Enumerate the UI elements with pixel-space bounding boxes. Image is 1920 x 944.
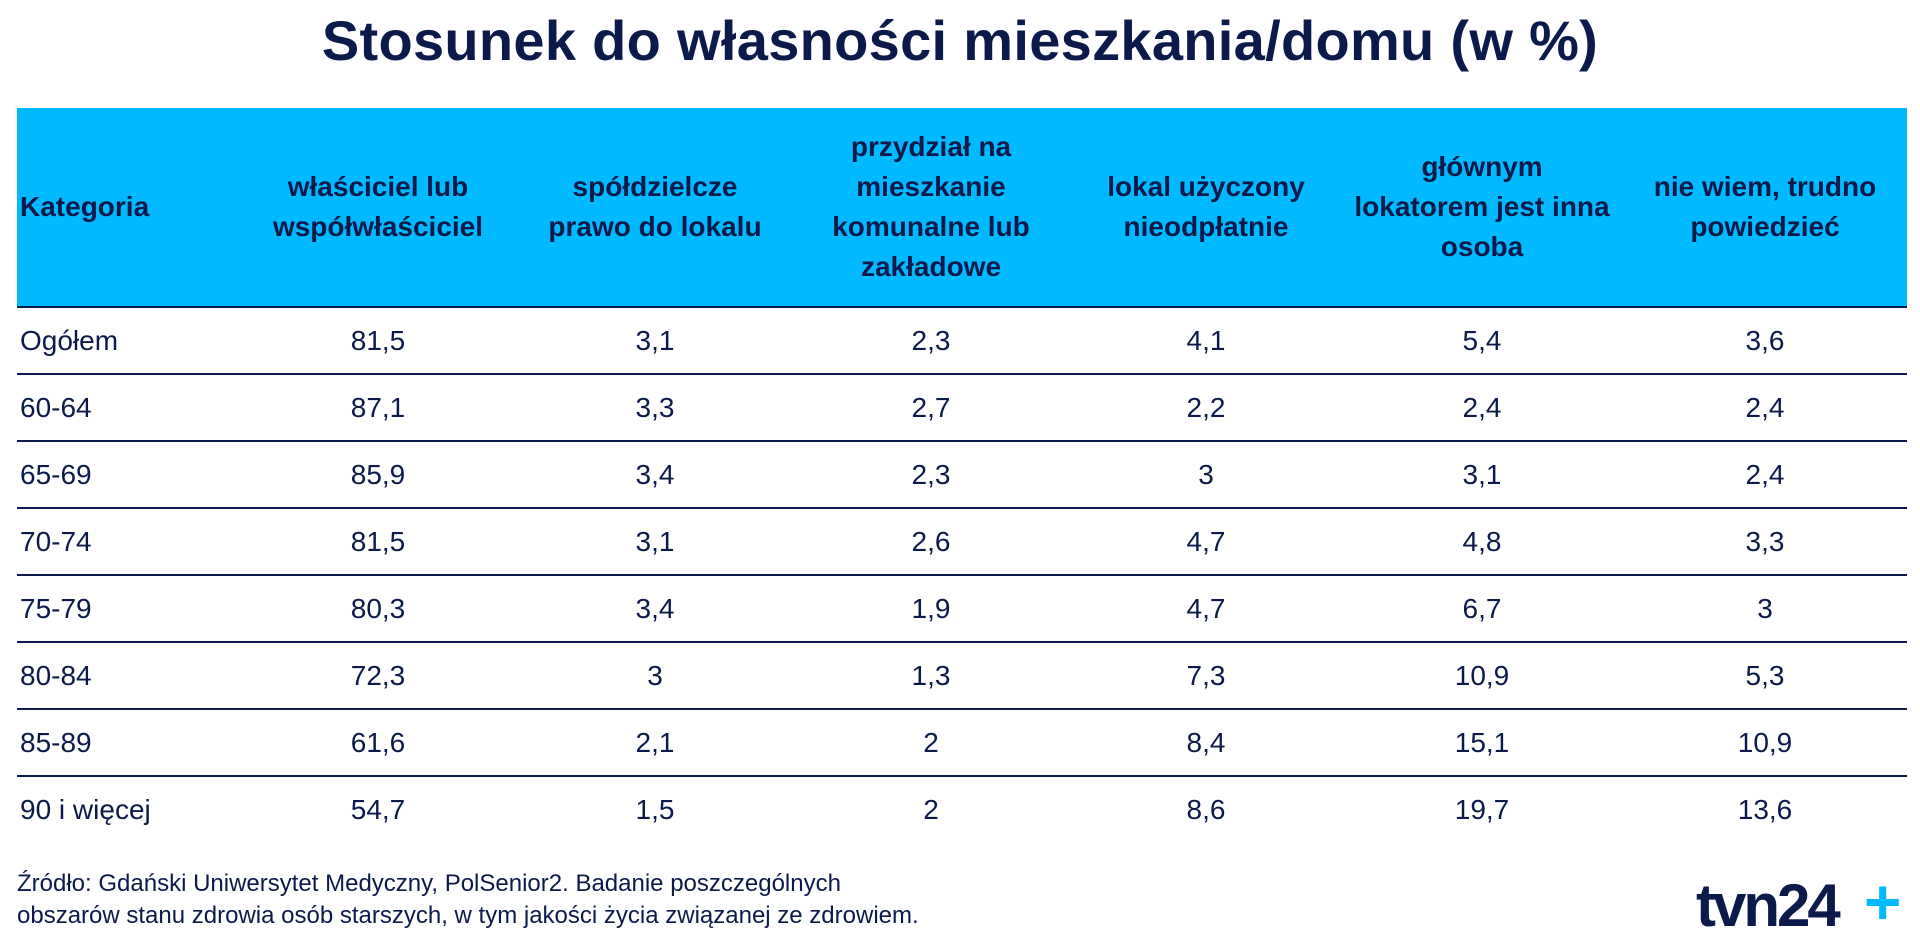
tvn24-logo: tvn24 + [1696,874,1901,938]
column-header: właściciel lub współwłaściciel [237,108,519,308]
source-line: obszarów stanu zdrowia osób starszych, w… [17,902,919,929]
table-cell: 1,5 [635,793,675,825]
table-cell: 2,1 [519,709,791,777]
table-row: 80-84 72,3 3 1,3 7,3 10,9 5,3 [17,642,1907,710]
table-cell: 3,4 [519,441,791,509]
table-cell: 3 [1623,575,1907,643]
column-header: lokal użyczony nieodpłatnie [1071,108,1341,308]
table-cell: 2,3 [791,307,1071,375]
table-cell: 7,3 [1071,642,1341,710]
table-cell: 1,3 [791,642,1071,710]
table-cell: 87,1 [237,374,519,442]
table-cell: 4,1 [1071,307,1341,375]
table-cell: 15,1 [1341,709,1623,777]
row-label: 90 i więcej [20,793,151,825]
table-cell: 2,2 [1071,374,1341,442]
column-header-category: Kategoria [17,108,237,308]
row-label: 85-89 [17,709,237,777]
table-cell: 4,7 [1071,508,1341,576]
column-header: spółdzielcze prawo do lokalu [519,108,791,308]
source-note: Źródło: Gdański Uniwersytet Medyczny, Po… [17,868,1217,932]
table-cell: 4,8 [1341,508,1623,576]
column-header: głównym lokatorem jest inna osoba [1341,108,1623,308]
table-row: 65-69 85,9 3,4 2,3 3 3,1 2,4 [17,441,1907,509]
table-header-row: Kategoria właściciel lub współwłaściciel s… [17,108,1907,308]
row-label: 80-84 [17,642,237,710]
table-cell: 3,1 [1341,441,1623,509]
table-cell: 5,4 [1341,307,1623,375]
row-label: 70-74 [17,508,237,576]
table-cell: 8,6 [1186,793,1226,825]
table-cell: 8,4 [1071,709,1341,777]
data-table: Kategoria właściciel lub współwłaściciel s… [17,108,1907,842]
row-label: Ogółem [17,307,237,375]
table-cell: 3,3 [519,374,791,442]
table-row: 70-74 81,5 3,1 2,6 4,7 4,8 3,3 [17,508,1907,576]
source-line: Źródło: Gdański Uniwersytet Medyczny, Po… [17,870,841,897]
table-cell: 81,5 [237,508,519,576]
table-cell: 6,7 [1341,575,1623,643]
row-label: 65-69 [17,441,237,509]
table-cell: 3,6 [1623,307,1907,375]
table-cell: 81,5 [237,307,519,375]
table-cell: 3,1 [519,307,791,375]
table-cell: 1,9 [791,575,1071,643]
table-row: 85-89 61,6 2,1 2 8,4 15,1 10,9 [17,709,1907,777]
table-cell: 85,9 [237,441,519,509]
table-cell: 3,4 [519,575,791,643]
row-label: 60-64 [17,374,237,442]
table-cell: 10,9 [1341,642,1623,710]
table-cell: 2 [791,709,1071,777]
table-body: Ogółem 81,5 3,1 2,3 4,1 5,4 3,6 60-64 87,1 3,3 2,7… [17,307,1907,842]
table-cell: 4,7 [1071,575,1341,643]
logo-plus: + [1864,874,1901,938]
table-cell: 13,6 [1737,793,1793,825]
table-cell: 80,3 [237,575,519,643]
table-cell: 2,3 [791,441,1071,509]
table-cell: 2,4 [1623,374,1907,442]
table-cell: 2 [923,793,939,825]
table-cell: 2,6 [791,508,1071,576]
column-header: przydział na mieszkanie komunalne lub za… [791,108,1071,308]
data-table-container: Kategoria właściciel lub współwłaściciel s… [17,108,1907,842]
table-row: 75-79 80,3 3,4 1,9 4,7 6,7 3 [17,575,1907,643]
table-cell: 72,3 [237,642,519,710]
table-cell: 3,1 [519,508,791,576]
table-row: 90 i więcej 54,7 1,5 2 8,6 19,7 13,6 [17,776,1907,842]
table-cell: 2,4 [1341,374,1623,442]
table-cell: 54,7 [350,793,406,825]
table-cell: 5,3 [1623,642,1907,710]
table-cell: 2,4 [1623,441,1907,509]
row-label: 75-79 [17,575,237,643]
table-cell: 19,7 [1454,793,1510,825]
table-cell: 61,6 [237,709,519,777]
table-cell: 10,9 [1623,709,1907,777]
column-header: nie wiem, trudno powiedzieć [1623,108,1907,308]
chart-title: Stosunek do własności mieszkania/domu (w… [321,9,1599,72]
table-cell: 3 [1071,441,1341,509]
table-cell: 2,7 [791,374,1071,442]
table-cell: 3,3 [1623,508,1907,576]
table-row: Ogółem 81,5 3,1 2,3 4,1 5,4 3,6 [17,307,1907,375]
logo-wordmark: tvn24 [1696,874,1841,938]
table-row: 60-64 87,1 3,3 2,7 2,2 2,4 2,4 [17,374,1907,442]
table-cell: 3 [519,642,791,710]
